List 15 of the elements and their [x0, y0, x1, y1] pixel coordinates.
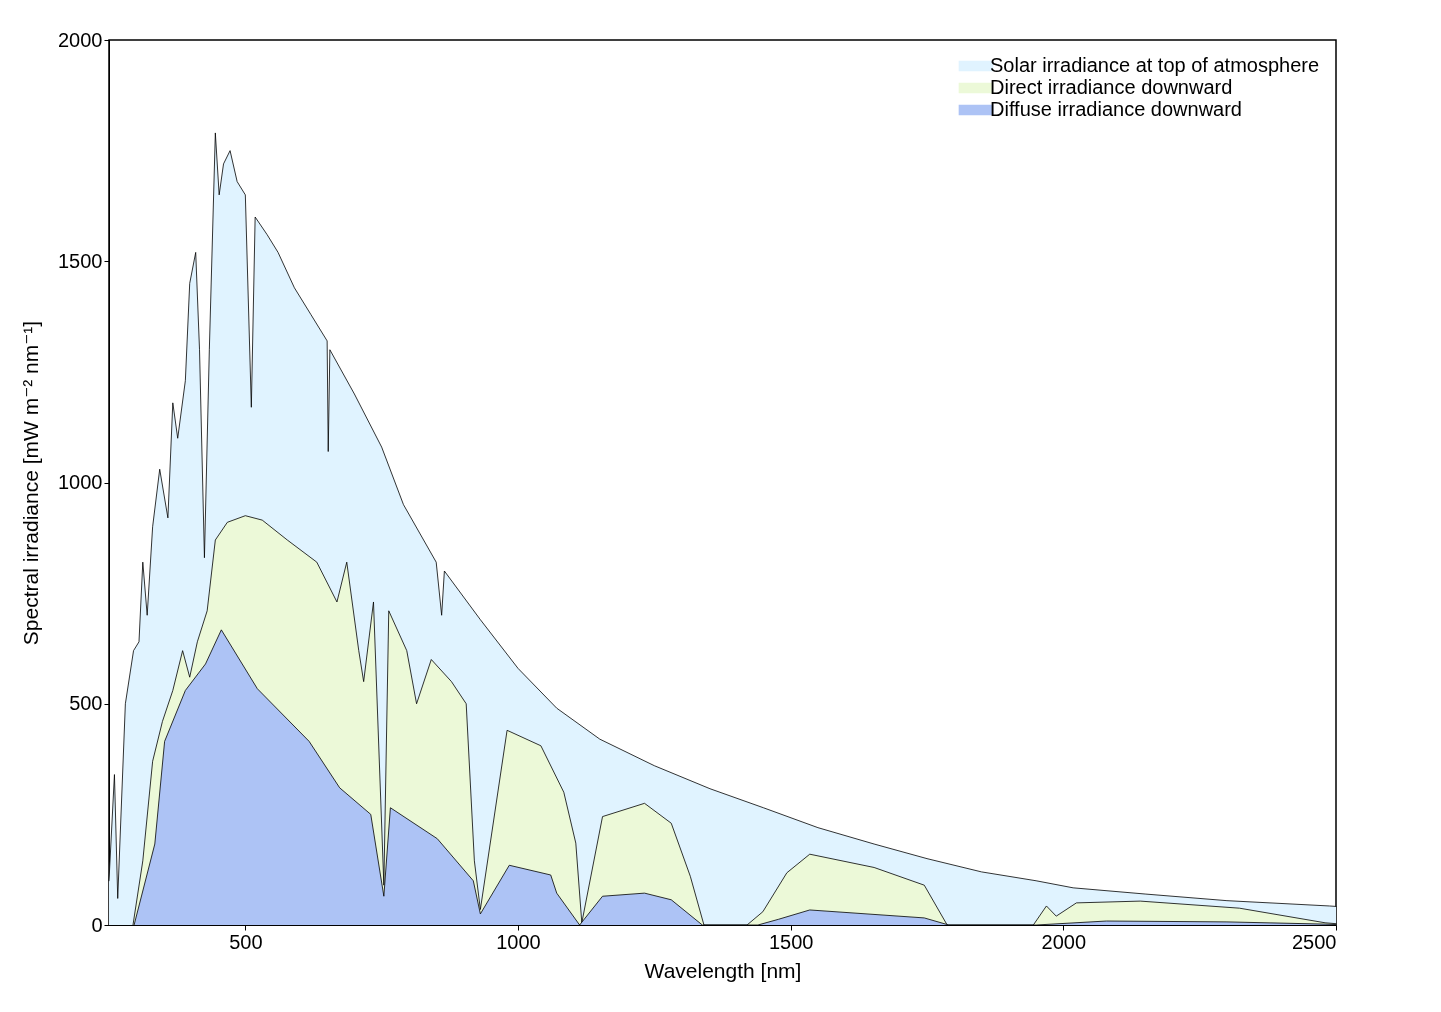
x-tick-label: 1500 [768, 930, 814, 953]
x-tick-label: 2000 [1041, 930, 1087, 953]
y-axis-title: Spectral irradiance [mW m⁻² nm⁻¹] [19, 320, 43, 646]
legend-label: Solar irradiance at top of atmosphere [990, 54, 1320, 76]
x-tick-label: 1000 [496, 930, 541, 953]
x-tick-label: 2500 [1292, 930, 1337, 953]
x-tick-label: 500 [229, 930, 263, 953]
y-tick-label: 1500 [58, 249, 103, 272]
legend-label: Diffuse irradiance downward [990, 98, 1242, 120]
legend-label: Direct irradiance downward [990, 76, 1233, 98]
y-tick-label: 0 [91, 913, 103, 936]
y-tick-label: 2000 [58, 28, 103, 51]
y-tick-label: 500 [69, 692, 103, 715]
y-tick-label: 1000 [58, 471, 103, 493]
x-axis-title: Wavelength [nm] [644, 958, 802, 982]
